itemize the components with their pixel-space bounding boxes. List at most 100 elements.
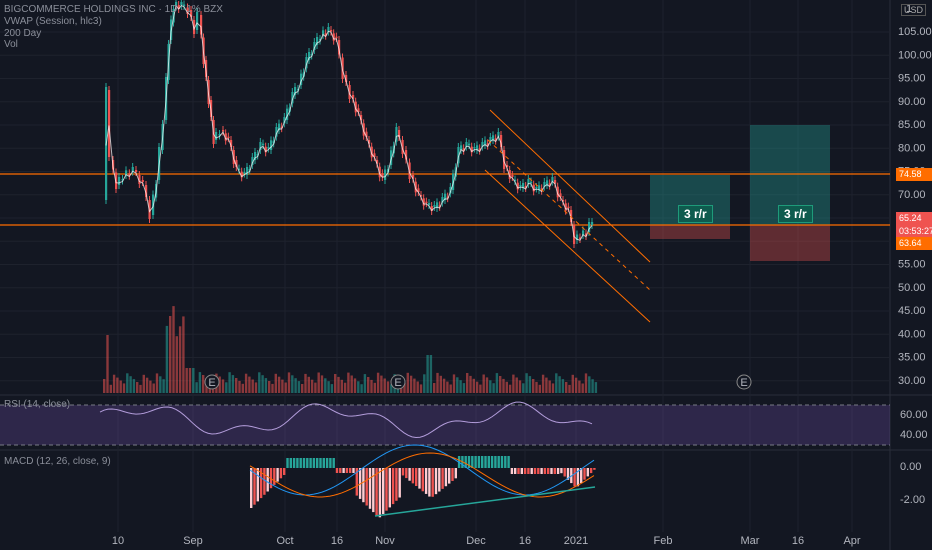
- ma-indicator-label[interactable]: 200 Day: [4, 28, 42, 39]
- rr-stop-zone-2[interactable]: [750, 225, 830, 261]
- candle-body: [492, 135, 495, 140]
- vwap-indicator-label[interactable]: VWAP (Session, hlc3): [4, 16, 102, 27]
- volume-bar: [558, 376, 561, 393]
- volume-bar: [301, 384, 304, 393]
- symbol-title[interactable]: BIGCOMMERCE HOLDINGS INC · 1D · 1% BZX: [4, 4, 223, 15]
- earnings-marker[interactable]: E: [736, 374, 752, 390]
- volume-bar: [185, 368, 188, 393]
- volume-bar: [508, 384, 512, 393]
- volume-bar: [291, 375, 294, 393]
- macd-bar: [431, 468, 434, 497]
- macd-line: [249, 444, 595, 496]
- price-tick: 70.00: [898, 189, 926, 201]
- candle-body: [316, 37, 319, 45]
- channel-upper-line[interactable]: [489, 109, 651, 263]
- volume-bar: [512, 374, 515, 393]
- candle-body: [506, 165, 509, 167]
- macd-bar: [593, 468, 596, 470]
- macd-bar: [438, 468, 441, 492]
- candle-body: [360, 115, 363, 121]
- macd-bar: [421, 468, 424, 492]
- candle-body: [548, 183, 551, 186]
- candle-body: [368, 140, 371, 144]
- channel-lower-line[interactable]: [484, 169, 651, 323]
- volume-bar: [433, 383, 436, 393]
- macd-bar: [523, 468, 527, 474]
- candle-body: [352, 95, 355, 99]
- volume-bar: [195, 382, 198, 393]
- volume-bar: [297, 381, 301, 393]
- volume-bar: [258, 372, 261, 393]
- candle-body: [270, 140, 273, 150]
- volume-bar: [221, 379, 225, 393]
- volume-indicator-label[interactable]: Vol: [4, 39, 18, 50]
- price-axis[interactable]: 105.00100.0095.0090.0085.0080.0075.0070.…: [898, 26, 932, 387]
- volume-bar: [429, 355, 433, 393]
- macd-bar: [589, 468, 593, 474]
- rsi-pane[interactable]: [0, 395, 890, 450]
- volume-bar: [532, 379, 535, 393]
- volume-bar: [360, 384, 363, 393]
- candle-body: [175, 2, 178, 5]
- rr-stop-zone-1[interactable]: [650, 225, 730, 239]
- candle-body: [591, 222, 594, 225]
- volume-bar: [284, 382, 287, 393]
- candle-body: [476, 145, 479, 150]
- rr-label[interactable]: 3 r/r: [778, 205, 813, 223]
- macd-bar: [415, 468, 418, 486]
- volume-bar: [485, 377, 489, 393]
- volume-bar: [327, 381, 330, 393]
- candle-body: [200, 15, 203, 35]
- candle-body: [135, 170, 138, 172]
- candle-body: [300, 73, 303, 85]
- rr-label[interactable]: 3 r/r: [678, 205, 713, 223]
- candle-body: [235, 160, 238, 167]
- earnings-marker[interactable]: E: [390, 374, 406, 390]
- macd-bar: [471, 456, 474, 468]
- candle-body: [436, 202, 439, 208]
- volume-bar: [254, 382, 258, 393]
- macd-bar: [292, 458, 296, 468]
- macd-bar: [583, 468, 586, 480]
- candle-body: [532, 184, 535, 192]
- candle-body: [240, 171, 243, 178]
- macd-divergence-line[interactable]: [374, 486, 596, 517]
- candle-body: [354, 101, 357, 113]
- macd-bar: [345, 468, 349, 473]
- volume-bar: [109, 384, 112, 393]
- macd-bar: [418, 468, 421, 489]
- candle-body: [243, 172, 246, 174]
- candle-body: [500, 135, 503, 147]
- macd-bar: [273, 468, 276, 485]
- candle-body: [294, 87, 297, 95]
- macd-bar: [424, 468, 428, 494]
- candle-body: [449, 187, 452, 194]
- time-axis[interactable]: 10 Sep Oct 16 Nov Dec 16 2021 Feb Mar 16 Apr: [112, 535, 861, 547]
- price-tick: 90.00: [898, 96, 926, 108]
- rsi-title[interactable]: RSI (14, close): [4, 399, 71, 410]
- volume-bar: [565, 382, 568, 393]
- volume-bar: [103, 379, 106, 393]
- earnings-marker-label: E: [208, 377, 215, 389]
- macd-bar: [537, 468, 540, 474]
- volume-bar: [268, 381, 271, 393]
- candle-body: [227, 136, 230, 139]
- candle-body: [457, 147, 460, 164]
- macd-pane[interactable]: [0, 450, 890, 532]
- volume-bar: [126, 373, 129, 393]
- price-tick: 40.00: [898, 328, 926, 340]
- macd-bar: [342, 468, 345, 473]
- volume-bar: [548, 380, 551, 393]
- volume-bar: [330, 384, 334, 393]
- macd-bar: [477, 456, 481, 468]
- macd-title[interactable]: MACD (12, 26, close, 9): [4, 456, 111, 467]
- earnings-marker[interactable]: E: [204, 374, 220, 390]
- volume-bar: [594, 382, 598, 393]
- volume-bar: [446, 381, 449, 393]
- volume-bar: [406, 372, 409, 393]
- currency-label[interactable]: USD: [900, 4, 926, 16]
- candle-body: [412, 175, 415, 179]
- macd-bar: [256, 468, 259, 502]
- candle-body: [362, 123, 365, 136]
